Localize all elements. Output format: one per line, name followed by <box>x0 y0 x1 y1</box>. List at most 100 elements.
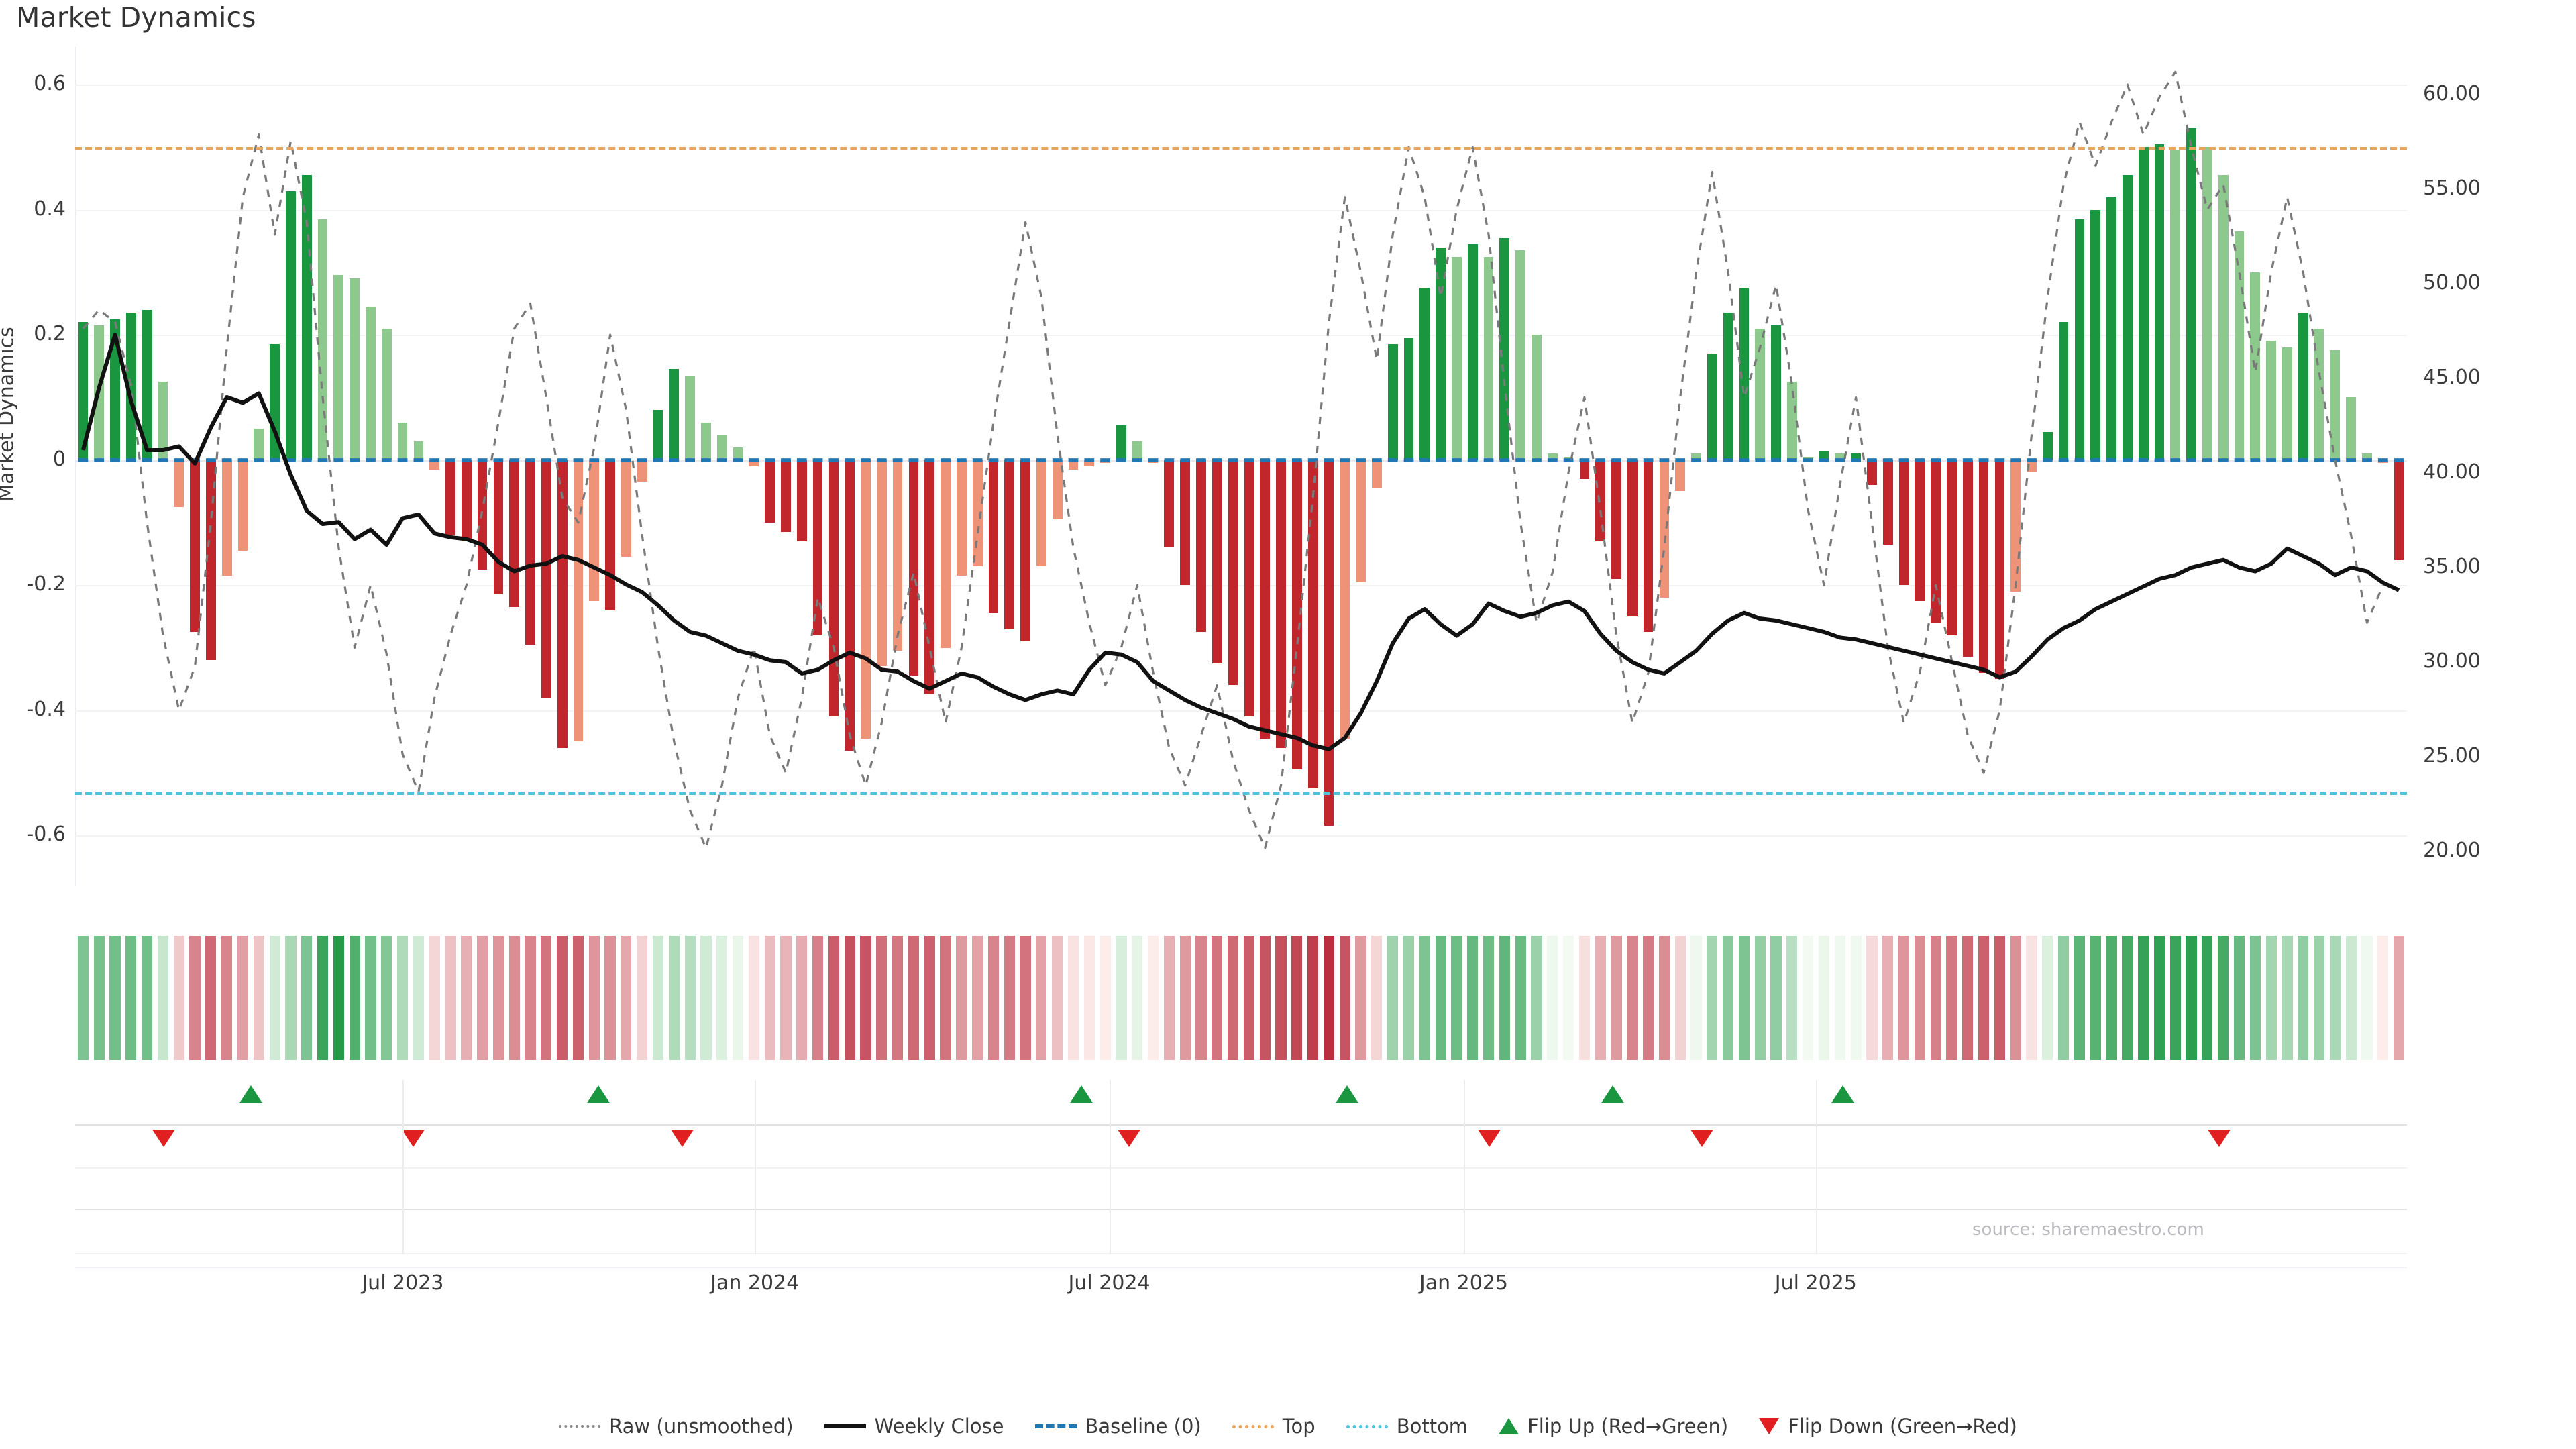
heat-cell <box>1914 936 1925 1060</box>
y2-axis-tick-label: 35.00 <box>2423 554 2481 578</box>
momentum-bar <box>716 435 727 460</box>
momentum-bar <box>1787 382 1797 460</box>
momentum-bar <box>924 460 935 695</box>
heat-cell <box>2058 936 2070 1060</box>
legend-item[interactable]: Top <box>1232 1415 1316 1438</box>
heat-cell <box>1627 936 1638 1060</box>
heat-cell <box>1099 936 1111 1060</box>
x-gridline <box>402 1080 405 1167</box>
momentum-bar <box>541 460 551 698</box>
heat-cell <box>1547 936 1558 1060</box>
momentum-bar <box>669 369 680 460</box>
heat-cell <box>2122 936 2133 1060</box>
heat-cell <box>621 936 632 1060</box>
momentum-bar <box>796 460 807 541</box>
momentum-bar <box>1276 460 1286 748</box>
heat-cell <box>525 936 536 1060</box>
heat-cell <box>1067 936 1079 1060</box>
momentum-bar <box>1947 460 1957 635</box>
heat-cell <box>1674 936 1686 1060</box>
x-gridline <box>1109 1080 1111 1167</box>
momentum-bar <box>2394 460 2404 560</box>
momentum-bar <box>397 422 408 460</box>
x-gridline <box>1463 1167 1465 1254</box>
legend-item[interactable]: Flip Down (Green→Red) <box>1759 1415 2017 1438</box>
heat-cell <box>477 936 488 1060</box>
momentum-bar <box>110 319 120 460</box>
legend-label: Flip Up (Red→Green) <box>1527 1415 1729 1438</box>
momentum-bar <box>1931 460 1941 623</box>
heat-cell <box>892 936 904 1060</box>
heat-cell <box>2026 936 2037 1060</box>
heat-cell <box>2394 936 2405 1060</box>
legend-item[interactable]: Bottom <box>1346 1415 1468 1438</box>
heat-cell <box>1212 936 1223 1060</box>
y-axis-tick-label: 0.4 <box>34 197 66 221</box>
y-axis-tick-label: -0.4 <box>26 697 66 721</box>
heat-cell <box>1770 936 1782 1060</box>
momentum-bar <box>1068 460 1079 470</box>
gridline <box>75 209 2407 211</box>
heat-cell <box>1994 936 2005 1060</box>
heat-cell <box>2153 936 2165 1060</box>
flip-down-marker <box>671 1130 694 1147</box>
legend-item[interactable]: Flip Up (Red→Green) <box>1499 1415 1728 1438</box>
flip-up-marker <box>1336 1085 1359 1103</box>
legend-label: Bottom <box>1396 1415 1468 1438</box>
legend-item[interactable]: Weekly Close <box>824 1415 1004 1438</box>
flip-up-marker <box>587 1085 610 1103</box>
momentum-bar <box>1867 460 1877 485</box>
x-gridline <box>755 1080 757 1167</box>
momentum-bar <box>685 375 695 460</box>
heat-cell <box>1738 936 1750 1060</box>
momentum-bar <box>749 460 759 466</box>
momentum-bar <box>781 460 791 532</box>
heat-cell <box>1483 936 1495 1060</box>
momentum-heat-strip <box>75 936 2407 1060</box>
x-axis-tick-label: Jan 2025 <box>1419 1271 1509 1295</box>
momentum-bar <box>366 307 376 460</box>
heat-cell <box>1658 936 1670 1060</box>
y2-axis-tick-label: 45.00 <box>2423 365 2481 389</box>
heat-cell <box>1690 936 1702 1060</box>
momentum-bar <box>254 429 264 460</box>
x-axis-tick-label: Jul 2023 <box>362 1271 444 1295</box>
heat-cell <box>1355 936 1366 1060</box>
heat-cell <box>1243 936 1254 1060</box>
heat-cell <box>1834 936 1845 1060</box>
x-axis-labels: Jul 2023 Jan 2024 Jul 2024 Jan 2025 Jul 2025 <box>75 1271 2407 1311</box>
momentum-bar <box>381 328 392 460</box>
heat-cell <box>413 936 424 1060</box>
heat-cell <box>1323 936 1335 1060</box>
momentum-bar <box>557 460 568 748</box>
heat-cell <box>508 936 520 1060</box>
momentum-bar <box>1467 244 1478 460</box>
momentum-bar <box>2058 322 2069 460</box>
momentum-bar <box>1739 288 1750 460</box>
heat-cell <box>2042 936 2053 1060</box>
legend-item[interactable]: Raw (unsmoothed) <box>559 1415 794 1438</box>
legend-item[interactable]: Baseline (0) <box>1034 1415 1201 1438</box>
heat-cell <box>2074 936 2086 1060</box>
momentum-bar <box>1291 460 1302 770</box>
momentum-bar <box>1084 460 1095 466</box>
y2-axis-tick-label: 60.00 <box>2423 81 2481 105</box>
heat-cell <box>2233 936 2245 1060</box>
heat-cell <box>205 936 217 1060</box>
heat-cell <box>1163 936 1175 1060</box>
dotted-orange-line-icon <box>1232 1424 1274 1428</box>
heat-cell <box>1818 936 1830 1060</box>
momentum-bar <box>1723 313 1733 460</box>
momentum-bar <box>1419 288 1430 460</box>
heat-cell <box>492 936 504 1060</box>
momentum-bar <box>1499 237 1510 460</box>
legend-label: Raw (unsmoothed) <box>609 1415 794 1438</box>
momentum-bar <box>621 460 631 557</box>
momentum-bar <box>1052 460 1063 520</box>
momentum-bar <box>1483 256 1494 460</box>
x-gridline <box>1463 1080 1465 1167</box>
bottom-reference-line <box>75 792 2407 796</box>
heat-cell <box>987 936 1000 1060</box>
heat-cell <box>221 936 233 1060</box>
momentum-bar <box>1387 344 1398 460</box>
